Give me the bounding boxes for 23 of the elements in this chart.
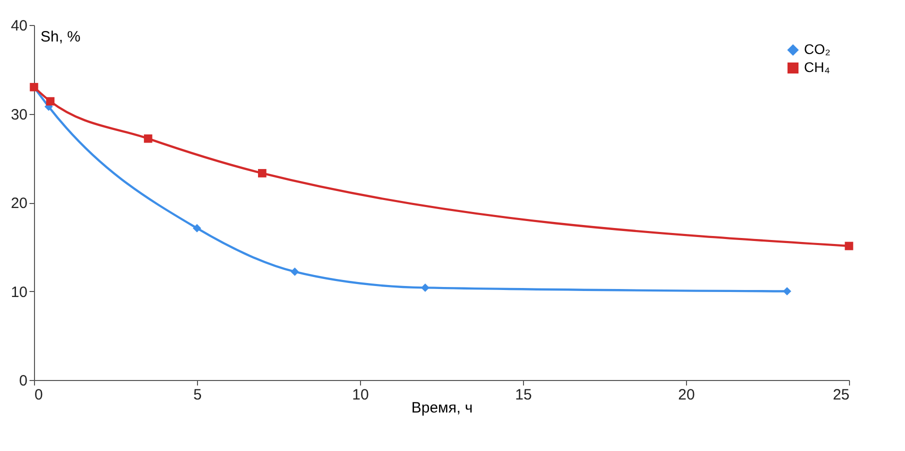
point xyxy=(782,287,792,296)
point xyxy=(258,169,266,178)
y-tick-label: 20 xyxy=(10,195,28,212)
y-tick-label: 40 xyxy=(10,18,28,34)
x-tick-label: 0 xyxy=(34,386,43,404)
x-tick-label: 20 xyxy=(678,386,695,404)
x-tick-label: 15 xyxy=(515,386,532,404)
x-tick-label: 5 xyxy=(193,386,202,404)
x-tick-label: 10 xyxy=(352,386,369,404)
point xyxy=(421,284,430,292)
y-axis-title: Sh, % xyxy=(40,28,81,46)
y-tick-label: 0 xyxy=(19,372,28,390)
x-axis-title: Время, ч xyxy=(411,400,473,416)
point xyxy=(192,224,202,232)
y-tick-label: 30 xyxy=(10,106,28,124)
point xyxy=(144,134,152,143)
x-tick-label: 25 xyxy=(832,386,850,404)
point xyxy=(844,242,854,250)
legend-label: CH₄ xyxy=(804,59,830,75)
point xyxy=(46,97,54,106)
point xyxy=(290,268,299,276)
y-tick-label: 10 xyxy=(10,284,28,301)
legend-label: CO₂ xyxy=(804,41,830,57)
